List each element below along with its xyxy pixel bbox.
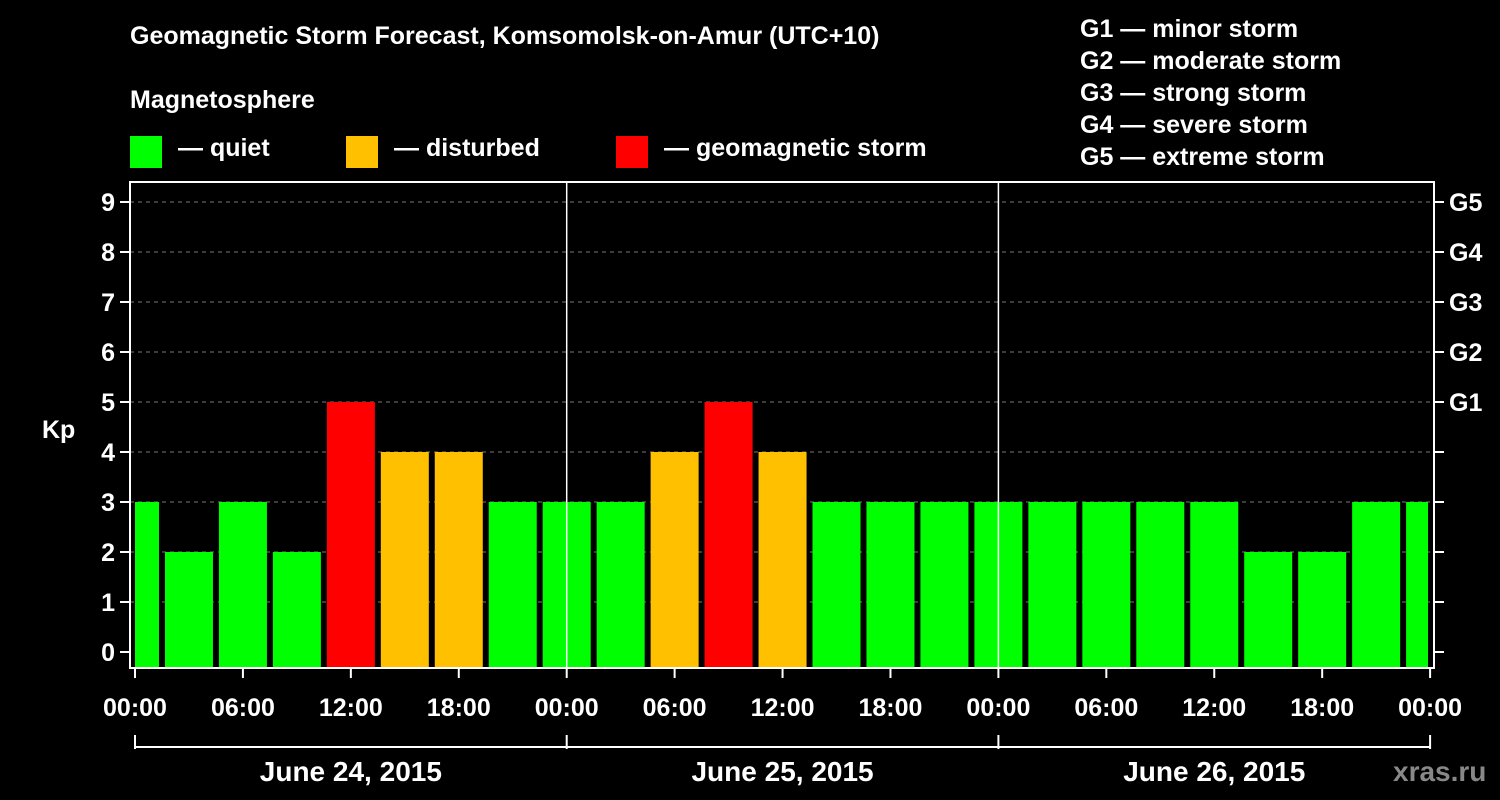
legend-label-disturbed: — disturbed [394, 134, 540, 162]
y-tick-label-0: 0 [101, 639, 115, 667]
bar-19 [1136, 502, 1185, 668]
bar-20 [1190, 502, 1239, 668]
bar-5 [380, 452, 429, 668]
x-tick-label-5: 06:00 [643, 694, 707, 722]
right-tick-label-G5: G5 [1449, 189, 1482, 217]
x-tick-label-2: 12:00 [319, 694, 383, 722]
legend-label-quiet: — quiet [178, 134, 270, 162]
watermark: xras.ru [1393, 756, 1487, 787]
chart-title: Geomagnetic Storm Forecast, Komsomolsk-o… [130, 22, 880, 50]
bar-14 [866, 502, 915, 668]
g-scale-g5: G5 — extreme storm [1080, 143, 1325, 171]
legend-swatch-storm [616, 136, 648, 168]
x-tick-label-1: 06:00 [211, 694, 275, 722]
right-tick-label-G2: G2 [1449, 339, 1482, 367]
x-tick-label-11: 18:00 [1290, 694, 1354, 722]
legend-swatch-quiet [130, 136, 162, 168]
y-tick-label-9: 9 [101, 189, 115, 217]
bar-2 [218, 502, 267, 668]
bar-15 [920, 502, 969, 668]
y-axis-label: Kp [42, 416, 75, 444]
x-tick-label-0: 00:00 [103, 694, 167, 722]
x-tick-label-3: 18:00 [427, 694, 491, 722]
legend-swatch-disturbed [346, 136, 378, 168]
day-label-0: June 24, 2015 [260, 756, 442, 787]
bar-9 [596, 502, 645, 668]
bar-4 [326, 402, 375, 668]
y-tick-label-2: 2 [101, 539, 115, 567]
bar-11 [704, 402, 753, 668]
legend-title: Magnetosphere [130, 86, 315, 114]
bar-23 [1352, 502, 1401, 668]
y-tick-label-3: 3 [101, 489, 115, 517]
bar-18 [1082, 502, 1131, 668]
bar-10 [650, 452, 699, 668]
y-tick-label-7: 7 [101, 289, 115, 317]
y-tick-label-4: 4 [101, 439, 115, 467]
day-label-1: June 25, 2015 [691, 756, 873, 787]
g-scale-g4: G4 — severe storm [1080, 111, 1308, 139]
bar-12 [758, 452, 807, 668]
x-tick-label-10: 12:00 [1182, 694, 1246, 722]
x-tick-label-8: 00:00 [966, 694, 1030, 722]
y-tick-label-5: 5 [101, 389, 115, 417]
g-scale-g1: G1 — minor storm [1080, 15, 1299, 43]
y-tick-label-1: 1 [101, 589, 115, 617]
x-tick-label-7: 18:00 [858, 694, 922, 722]
g-scale-g3: G3 — strong storm [1080, 79, 1307, 107]
legend-label-storm: — geomagnetic storm [664, 134, 927, 162]
right-tick-label-G3: G3 [1449, 289, 1482, 317]
bar-0 [135, 502, 159, 668]
day-label-2: June 26, 2015 [1123, 756, 1305, 787]
bar-22 [1298, 552, 1347, 668]
bar-21 [1244, 552, 1293, 668]
bar-7 [488, 502, 537, 668]
y-tick-label-8: 8 [101, 239, 115, 267]
bar-13 [812, 502, 861, 668]
bar-6 [434, 452, 483, 668]
x-tick-label-4: 00:00 [535, 694, 599, 722]
x-tick-label-9: 06:00 [1074, 694, 1138, 722]
right-tick-label-G4: G4 [1449, 239, 1482, 267]
bar-1 [164, 552, 213, 668]
x-tick-label-6: 12:00 [751, 694, 815, 722]
bar-17 [1028, 502, 1077, 668]
g-scale-g2: G2 — moderate storm [1080, 47, 1342, 75]
x-tick-label-12: 00:00 [1398, 694, 1462, 722]
bar-24 [1406, 502, 1428, 668]
right-tick-label-G1: G1 [1449, 389, 1482, 417]
y-tick-label-6: 6 [101, 339, 115, 367]
bar-3 [272, 552, 321, 668]
